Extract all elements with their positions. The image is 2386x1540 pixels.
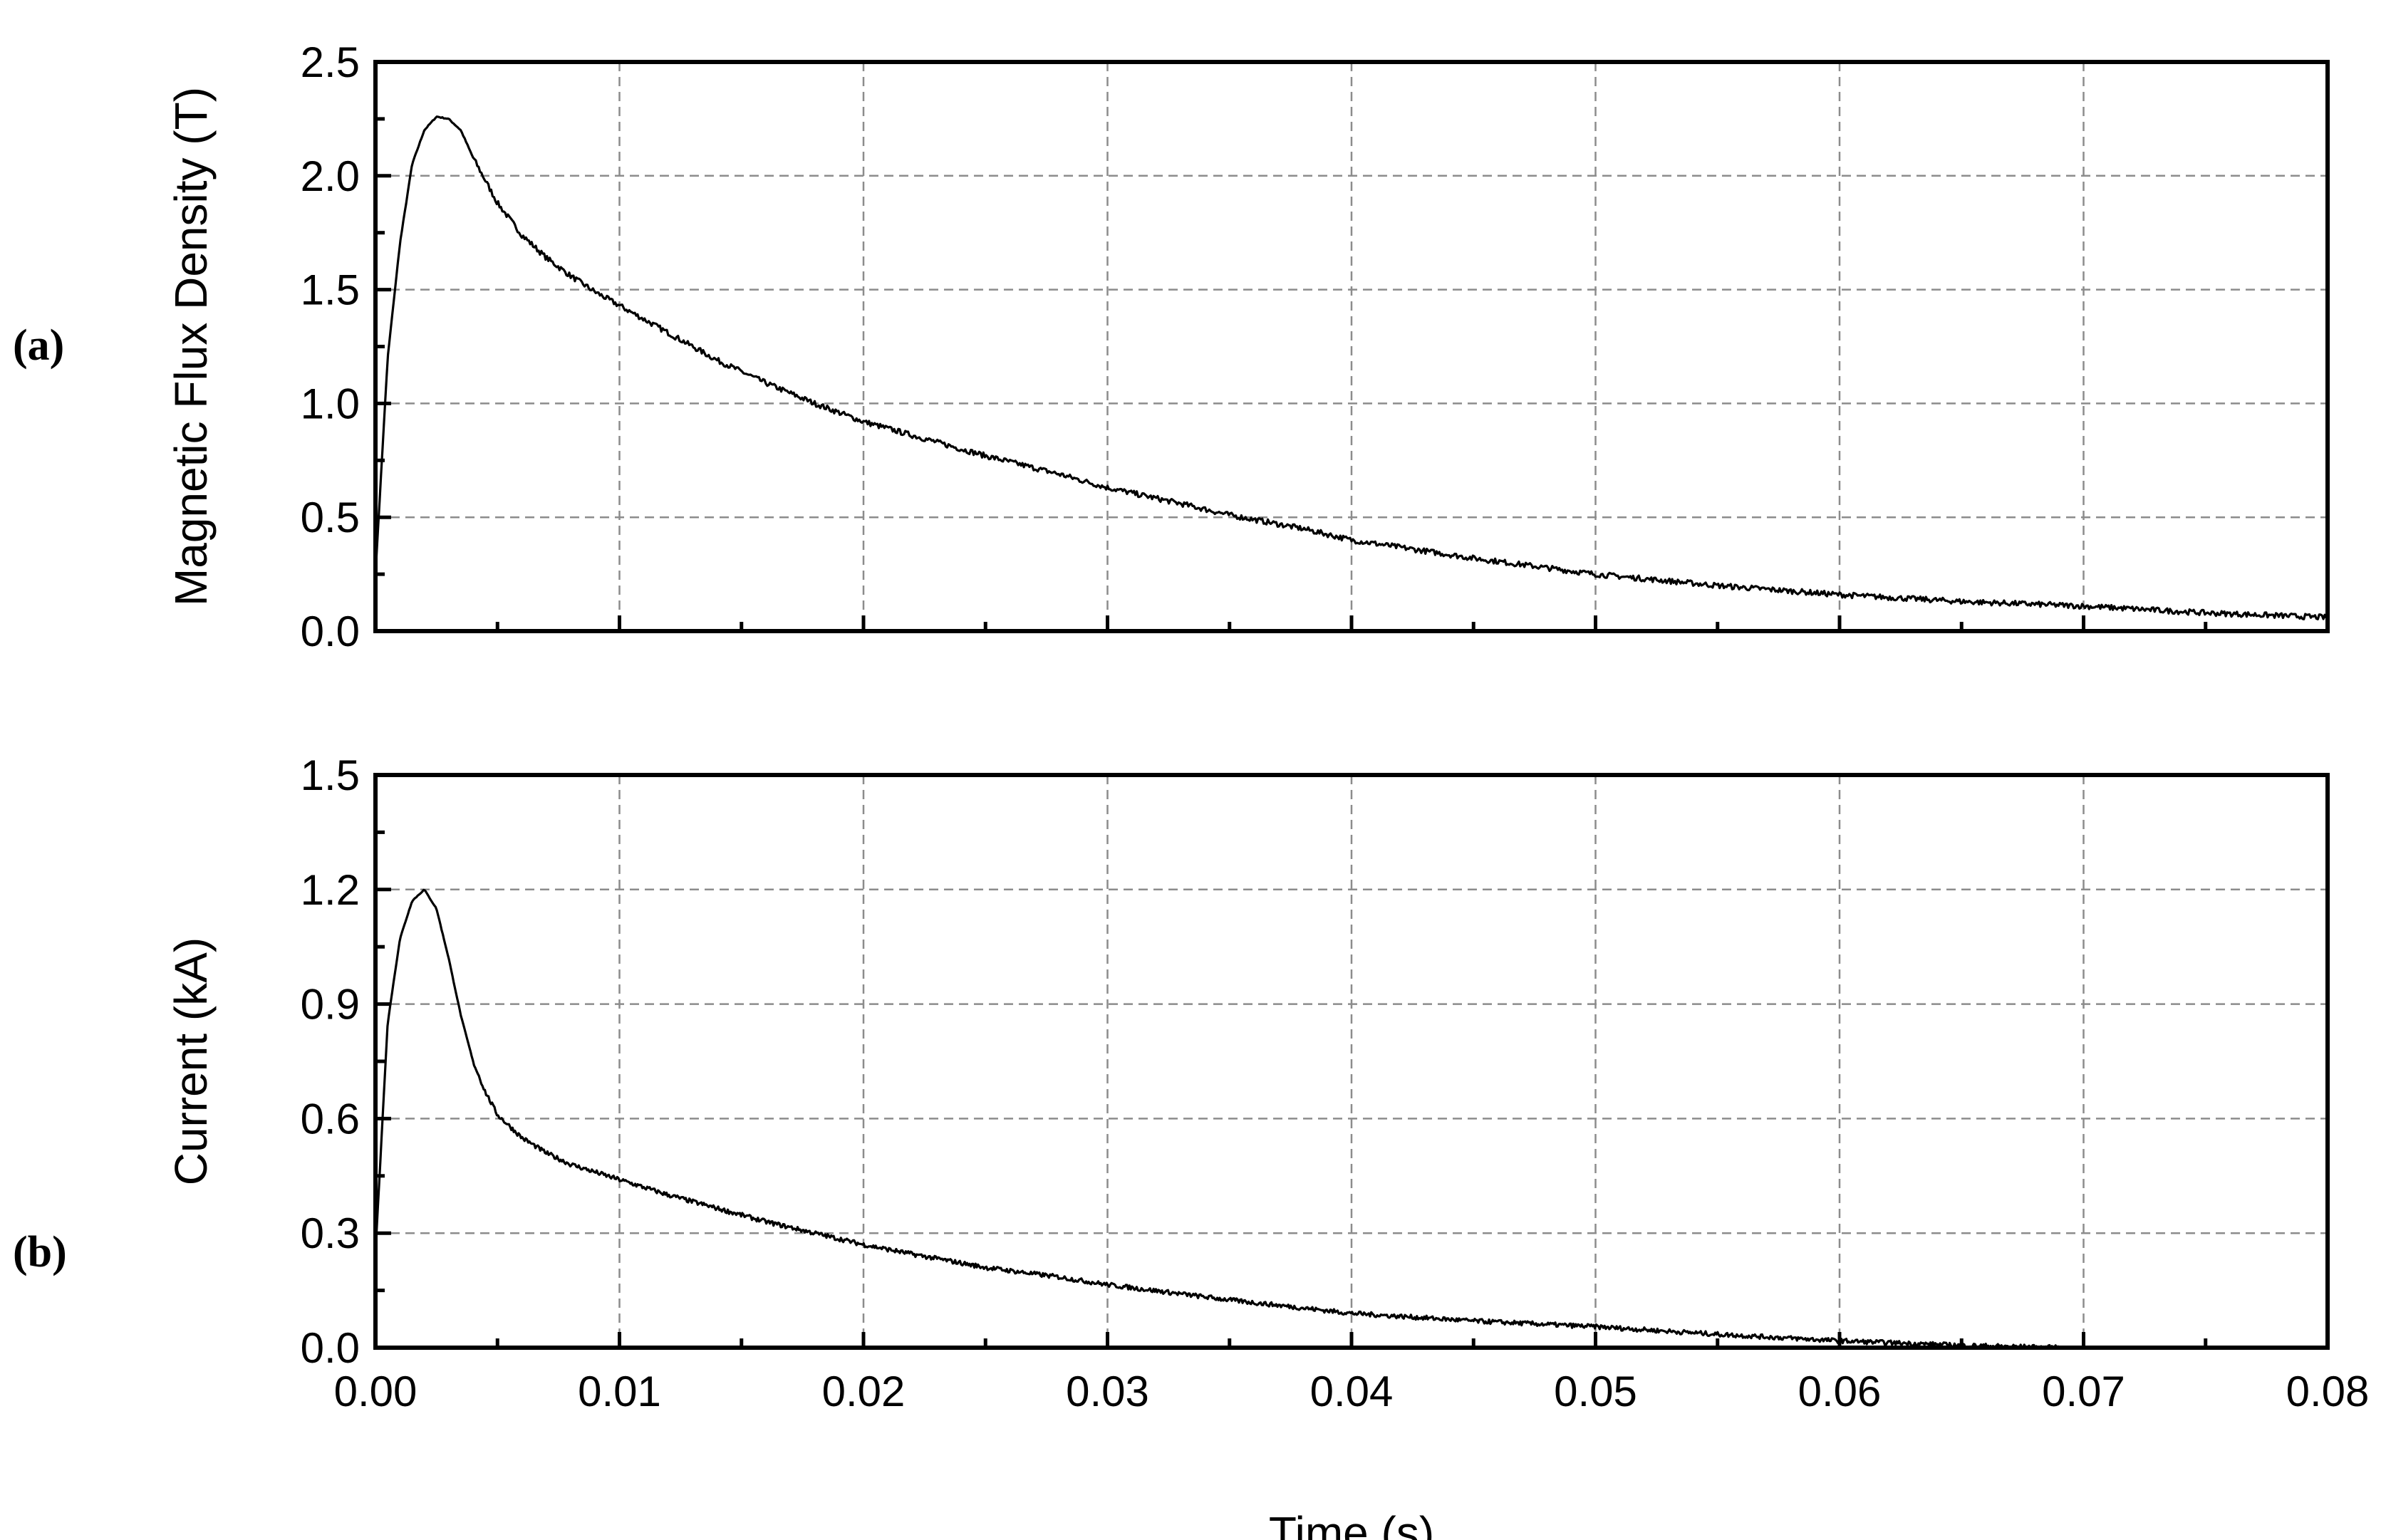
panel-b-grid — [375, 775, 2328, 1348]
panel-b-y-tick-label: 0.6 — [301, 1095, 360, 1143]
panel-b-x-tick-label: 0.07 — [2042, 1368, 2125, 1415]
panel-b-y-tick-labels: 0.0 0.3 0.6 0.9 1.2 1.5 — [301, 751, 360, 1372]
panel-a-flux-density-trace — [374, 115, 2328, 620]
panel-a-y-axis-title: Magnetic Flux Density (T) — [165, 87, 217, 606]
panel-a: 0.0 0.5 1.0 1.5 2.0 2.5 Magnetic Flux Density… — [13, 38, 2330, 655]
panel-a-y-tick-label: 0.0 — [301, 608, 360, 655]
panel-b: 0.00 0.01 0.02 0.03 0.04 0.05 0.06 0.07 0.08 0.0… — [13, 751, 2369, 1540]
panel-b-x-tick-label: 0.03 — [1066, 1368, 1149, 1415]
panel-a-ticks — [373, 60, 2330, 633]
panel-a-label: (a) — [13, 321, 64, 370]
panel-a-grid — [375, 62, 2328, 631]
panel-b-plot-frame — [373, 773, 2330, 1350]
panel-b-x-tick-label: 0.04 — [1310, 1368, 1394, 1415]
panel-a-y-tick-label: 2.5 — [301, 38, 360, 86]
panel-b-x-tick-label: 0.02 — [822, 1368, 906, 1415]
panel-b-current-trace — [374, 888, 2060, 1349]
panel-b-y-tick-label: 0.0 — [301, 1324, 360, 1372]
panel-b-x-tick-label: 0.06 — [1798, 1368, 1882, 1415]
panel-b-y-tick-label: 1.2 — [301, 866, 360, 914]
panel-a-y-tick-label: 1.5 — [301, 266, 360, 314]
panel-a-y-tick-labels: 0.0 0.5 1.0 1.5 2.0 2.5 — [301, 38, 360, 655]
panel-b-label: (b) — [13, 1228, 67, 1276]
panel-b-x-tick-label: 0.00 — [334, 1368, 417, 1415]
panel-a-y-tick-label: 2.0 — [301, 152, 360, 200]
panel-b-x-tick-label: 0.08 — [2286, 1368, 2370, 1415]
panel-b-y-tick-label: 1.5 — [301, 751, 360, 799]
panel-b-y-axis-title: Current (kA) — [165, 937, 217, 1186]
panel-a-y-tick-label: 0.5 — [301, 494, 360, 541]
panel-b-y-tick-label: 0.3 — [301, 1209, 360, 1257]
panel-a-y-tick-label: 1.0 — [301, 380, 360, 427]
panel-a-plot-frame — [373, 60, 2330, 633]
panel-b-x-tick-labels: 0.00 0.01 0.02 0.03 0.04 0.05 0.06 0.07 0.08 — [334, 1368, 2370, 1415]
panel-b-x-tick-label: 0.01 — [578, 1368, 661, 1415]
panel-b-x-axis-title: Time (s) — [1269, 1507, 1434, 1540]
panel-b-y-tick-label: 0.9 — [301, 981, 360, 1029]
panel-b-x-tick-label: 0.05 — [1554, 1368, 1637, 1415]
